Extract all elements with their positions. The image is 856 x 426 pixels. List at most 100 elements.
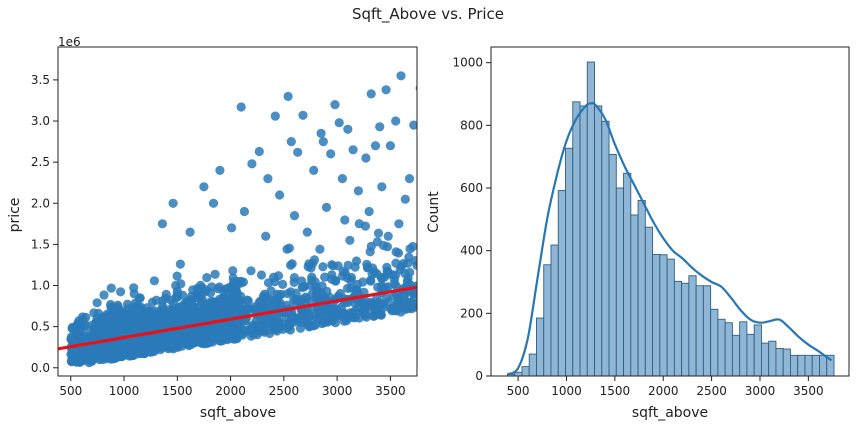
scatter-point — [293, 147, 303, 157]
histogram-bar — [702, 285, 712, 377]
scatter-point — [326, 309, 336, 319]
histogram-y-tick-label: 800 — [460, 118, 483, 132]
scatter-point — [129, 307, 139, 317]
scatter-point — [66, 334, 76, 344]
scatter-point — [220, 284, 231, 295]
scatter-point — [298, 110, 308, 120]
scatter-point — [348, 145, 358, 155]
scatter-point — [202, 273, 212, 283]
scatter-point — [362, 259, 372, 269]
scatter-point — [404, 300, 414, 310]
scatter-point — [383, 297, 393, 307]
scatter-chart: 500 1000 1500 2000 2500 3000 3500 0.0 0.5 1.0 1.5 2… — [7, 35, 418, 421]
scatter-point — [286, 260, 296, 270]
scatter-point — [411, 299, 417, 309]
scatter-point — [353, 186, 363, 196]
scatter-point — [366, 89, 376, 99]
scatter-point — [366, 276, 376, 286]
histogram-x-tick-label: 1500 — [600, 384, 631, 398]
scatter-point — [340, 215, 350, 225]
histogram-bar — [739, 321, 748, 377]
scatter-point — [256, 270, 267, 280]
histogram-bar — [652, 253, 661, 377]
histogram-bar — [543, 264, 552, 377]
scatter-point — [340, 268, 350, 278]
scatter-point — [377, 182, 387, 192]
histogram-bar — [760, 342, 770, 377]
scatter-y-tick-label: 1.5 — [31, 237, 50, 251]
scatter-point — [243, 296, 253, 306]
scatter-point — [184, 340, 194, 351]
scatter-point — [326, 149, 336, 159]
scatter-point — [156, 320, 166, 331]
histogram-bar — [811, 354, 820, 377]
scatter-point — [175, 259, 185, 269]
scatter-point — [74, 324, 84, 334]
histogram-bar — [717, 318, 726, 377]
scatter-point — [404, 252, 414, 262]
histogram-bar — [659, 254, 668, 377]
scatter-point — [374, 309, 384, 320]
scatter-point — [330, 100, 340, 110]
scatter-point — [354, 219, 364, 229]
scatter-y-tick-label: 0.0 — [31, 361, 50, 375]
scatter-point — [286, 137, 296, 147]
scatter-point — [391, 116, 401, 126]
scatter-point — [225, 299, 235, 309]
scatter-point — [246, 266, 256, 276]
scatter-point — [399, 291, 409, 301]
scatter-point — [333, 291, 343, 301]
scatter-point — [328, 261, 338, 271]
scatter-point — [313, 305, 323, 315]
scatter-point — [215, 165, 225, 175]
scatter-point — [291, 294, 301, 304]
scatter-point — [327, 270, 337, 280]
scatter-x-tick-label: 1500 — [162, 384, 193, 398]
scatter-point — [289, 211, 300, 221]
histogram-bar — [797, 354, 806, 377]
histogram-x-tick-label: 1000 — [551, 384, 582, 398]
scatter-point — [343, 124, 353, 134]
scatter-point — [321, 202, 332, 212]
scatter-point — [359, 304, 369, 314]
scatter-point — [315, 244, 325, 254]
histogram-chart: 500 1000 1500 2000 2500 3000 3500 0 200 400 600 800… — [426, 46, 850, 421]
scatter-point — [361, 153, 371, 163]
histogram-y-tick-label: 600 — [460, 181, 483, 195]
scatter-point — [208, 198, 219, 208]
histogram-bar — [819, 354, 828, 377]
histogram-bar — [753, 324, 762, 377]
scatter-y-axis-label: price — [7, 198, 23, 233]
histogram-y-tick-label: 400 — [460, 244, 483, 258]
histogram-y-tick-label: 200 — [460, 306, 483, 320]
scatter-point — [382, 242, 392, 252]
scatter-point — [109, 353, 119, 363]
scatter-point — [207, 282, 217, 292]
histogram-bar — [688, 275, 697, 377]
scatter-point — [77, 344, 88, 355]
scatter-point — [390, 270, 401, 280]
scatter-y-tick-label: 2.5 — [31, 155, 50, 169]
scatter-point — [358, 277, 368, 287]
histogram-bar — [804, 354, 813, 377]
scatter-point — [210, 269, 220, 279]
histogram-bar — [594, 105, 603, 377]
scatter-point — [111, 303, 121, 313]
histogram-x-tick-label: 2000 — [648, 384, 679, 398]
histogram-bar — [775, 347, 784, 377]
scatter-point — [236, 102, 246, 112]
scatter-point — [197, 334, 207, 344]
scatter-point — [171, 280, 181, 291]
scatter-point — [78, 355, 88, 366]
scatter-x-tick-label: 1000 — [109, 384, 140, 398]
scatter-point — [92, 347, 102, 358]
scatter-point — [373, 228, 384, 238]
scatter-point — [372, 237, 382, 247]
scatter-point — [157, 219, 167, 229]
scatter-point — [232, 334, 242, 344]
scatter-point — [208, 305, 218, 315]
scatter-point — [157, 308, 167, 318]
histogram-bar — [644, 226, 654, 377]
scatter-point — [275, 190, 285, 200]
scatter-point — [337, 174, 347, 184]
